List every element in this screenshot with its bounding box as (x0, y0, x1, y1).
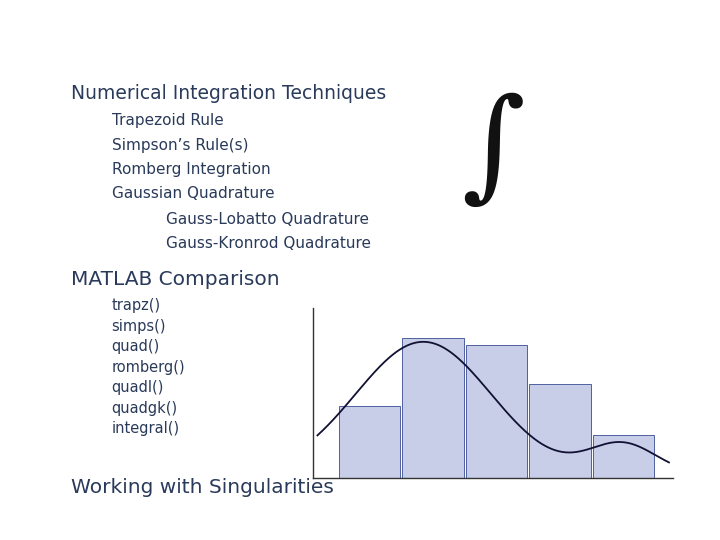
Text: Simpson’s Rule(s): Simpson’s Rule(s) (112, 138, 248, 153)
Text: ∫: ∫ (462, 93, 525, 210)
Bar (529, 384, 590, 478)
Bar (466, 345, 527, 478)
Text: MATLAB Comparison: MATLAB Comparison (71, 270, 279, 289)
Text: Gaussian Quadrature: Gaussian Quadrature (112, 186, 274, 201)
Bar (402, 339, 464, 478)
Text: integral(): integral() (112, 421, 180, 436)
Text: Trapezoid Rule: Trapezoid Rule (112, 113, 223, 129)
Text: simps(): simps() (112, 319, 166, 334)
Bar (593, 435, 654, 478)
Text: Gauss-Lobatto Quadrature: Gauss-Lobatto Quadrature (166, 212, 369, 227)
Text: trapz(): trapz() (112, 298, 161, 313)
Text: quad(): quad() (112, 339, 160, 354)
Text: quadgk(): quadgk() (112, 401, 178, 416)
Text: romberg(): romberg() (112, 360, 185, 375)
Text: Numerical Integration Techniques: Numerical Integration Techniques (71, 84, 386, 103)
Text: quadl(): quadl() (112, 380, 164, 395)
Text: Romberg Integration: Romberg Integration (112, 162, 270, 177)
Text: Working with Singularities: Working with Singularities (71, 478, 333, 497)
Bar (338, 407, 400, 478)
Text: Gauss-Kronrod Quadrature: Gauss-Kronrod Quadrature (166, 236, 371, 251)
